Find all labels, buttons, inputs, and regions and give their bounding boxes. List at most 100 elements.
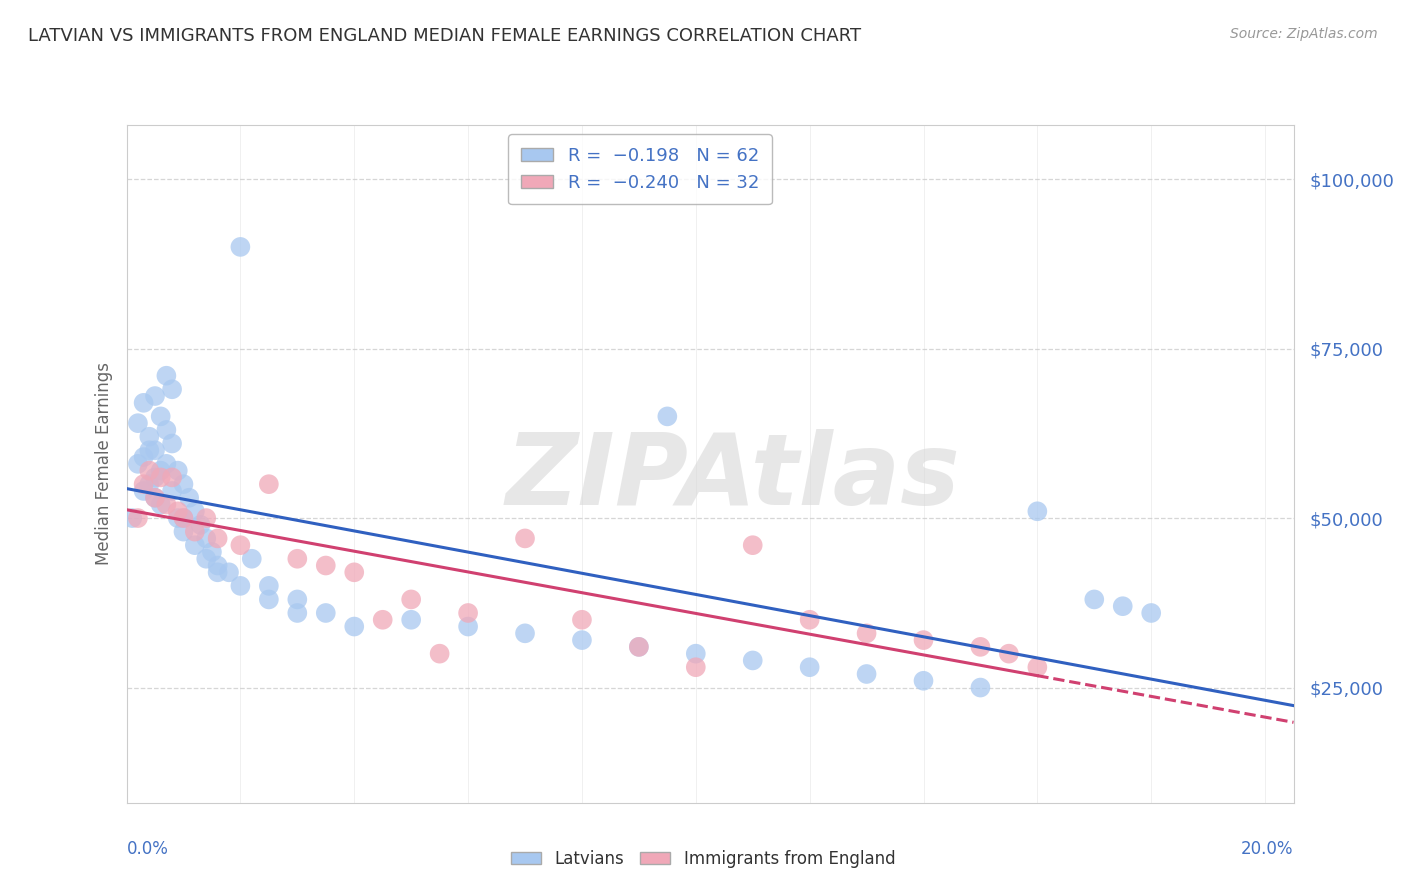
Point: [143, 389, 166, 403]
Point: [399, 613, 422, 627]
Point: [257, 592, 280, 607]
Point: [155, 368, 177, 383]
Point: [127, 511, 149, 525]
Point: [627, 640, 650, 654]
Point: [132, 483, 155, 498]
Point: [371, 613, 394, 627]
Legend: R =  −0.198   N = 62, R =  −0.240   N = 32: R = −0.198 N = 62, R = −0.240 N = 32: [508, 134, 772, 204]
Point: [399, 592, 422, 607]
Point: [160, 470, 183, 484]
Point: [285, 592, 308, 607]
Point: [315, 606, 337, 620]
Point: [207, 558, 229, 573]
Point: [912, 633, 935, 648]
Point: [160, 382, 183, 396]
Point: [166, 504, 188, 518]
Text: 20.0%: 20.0%: [1241, 840, 1294, 858]
Point: [1140, 606, 1163, 620]
Point: [218, 566, 240, 580]
Point: [155, 457, 177, 471]
Point: [138, 477, 160, 491]
Point: [172, 511, 194, 525]
Point: [138, 430, 160, 444]
Text: LATVIAN VS IMMIGRANTS FROM ENGLAND MEDIAN FEMALE EARNINGS CORRELATION CHART: LATVIAN VS IMMIGRANTS FROM ENGLAND MEDIA…: [28, 27, 862, 45]
Point: [184, 538, 207, 552]
Text: ZIPAtlas: ZIPAtlas: [506, 429, 960, 526]
Point: [1083, 592, 1105, 607]
Point: [127, 416, 149, 430]
Point: [166, 511, 188, 525]
Point: [513, 626, 536, 640]
Point: [315, 558, 337, 573]
Point: [1026, 504, 1049, 518]
Point: [513, 532, 536, 546]
Point: [121, 511, 143, 525]
Point: [160, 483, 183, 498]
Point: [240, 551, 263, 566]
Point: [229, 579, 252, 593]
Point: [571, 613, 593, 627]
Point: [172, 524, 194, 539]
Point: [855, 667, 877, 681]
Point: [195, 532, 218, 546]
Point: [138, 464, 160, 478]
Point: [257, 477, 280, 491]
Point: [132, 450, 155, 464]
Point: [155, 423, 177, 437]
Point: [229, 240, 252, 254]
Point: [457, 619, 479, 633]
Point: [998, 647, 1021, 661]
Point: [201, 545, 224, 559]
Point: [741, 653, 763, 667]
Point: [184, 524, 207, 539]
Point: [138, 443, 160, 458]
Point: [127, 457, 149, 471]
Point: [143, 470, 166, 484]
Point: [855, 626, 877, 640]
Point: [143, 491, 166, 505]
Point: [969, 640, 991, 654]
Point: [571, 633, 593, 648]
Text: Source: ZipAtlas.com: Source: ZipAtlas.com: [1230, 27, 1378, 41]
Text: 0.0%: 0.0%: [127, 840, 169, 858]
Point: [143, 443, 166, 458]
Point: [132, 396, 155, 410]
Legend: Latvians, Immigrants from England: Latvians, Immigrants from England: [503, 844, 903, 875]
Point: [912, 673, 935, 688]
Point: [229, 538, 252, 552]
Point: [799, 660, 821, 674]
Y-axis label: Median Female Earnings: Median Female Earnings: [94, 362, 112, 566]
Point: [657, 409, 679, 424]
Point: [207, 532, 229, 546]
Point: [429, 647, 451, 661]
Point: [149, 470, 172, 484]
Point: [172, 477, 194, 491]
Point: [149, 498, 172, 512]
Point: [179, 491, 201, 505]
Point: [257, 579, 280, 593]
Point: [190, 517, 212, 532]
Point: [149, 464, 172, 478]
Point: [285, 606, 308, 620]
Point: [207, 566, 229, 580]
Point: [160, 436, 183, 450]
Point: [195, 511, 218, 525]
Point: [343, 566, 366, 580]
Point: [132, 477, 155, 491]
Point: [166, 464, 188, 478]
Point: [457, 606, 479, 620]
Point: [172, 511, 194, 525]
Point: [685, 660, 707, 674]
Point: [1026, 660, 1049, 674]
Point: [741, 538, 763, 552]
Point: [343, 619, 366, 633]
Point: [149, 409, 172, 424]
Point: [685, 647, 707, 661]
Point: [799, 613, 821, 627]
Point: [143, 491, 166, 505]
Point: [627, 640, 650, 654]
Point: [155, 498, 177, 512]
Point: [285, 551, 308, 566]
Point: [1112, 599, 1135, 614]
Point: [969, 681, 991, 695]
